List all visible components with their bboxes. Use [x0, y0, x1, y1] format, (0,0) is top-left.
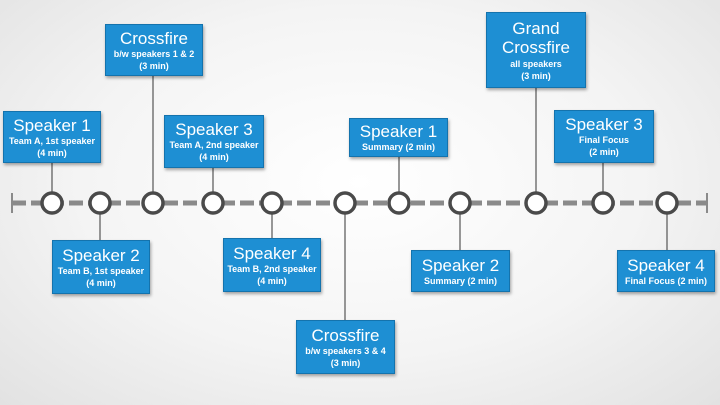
event-detail: b/w speakers 1 & 2: [113, 48, 195, 59]
timeline-node: [333, 191, 357, 215]
event-duration: (3 min): [521, 70, 551, 81]
event-title: Crossfire: [311, 325, 380, 345]
event-title: Crossfire: [119, 28, 188, 48]
event-title: Speaker 3: [565, 115, 643, 134]
event-detail: Team A, 1st speaker: [8, 135, 96, 146]
event-box-speaker-4-final-focus: Speaker 4 Final Focus (2 min): [617, 250, 715, 292]
event-title: Speaker 1: [359, 122, 438, 141]
timeline-node: [141, 191, 165, 215]
event-title: Speaker 3: [175, 120, 253, 139]
event-duration: (2 min): [589, 147, 619, 157]
event-box-speaker-4-constructive: Speaker 4 Team B, 2nd speaker (4 min): [223, 238, 321, 292]
timeline-nodes: [40, 191, 679, 215]
timeline-node: [387, 191, 411, 215]
event-duration: (4 min): [257, 275, 287, 286]
event-title: Speaker 4: [233, 243, 311, 263]
event-duration: (4 min): [37, 147, 67, 158]
event-detail: Team A, 2nd speaker: [169, 140, 259, 150]
event-title: Speaker 2: [421, 255, 500, 275]
event-box-crossfire-2: Crossfire b/w speakers 3 & 4 (3 min): [296, 320, 395, 374]
timeline-node: [655, 191, 679, 215]
event-detail: Team B, 1st speaker: [57, 265, 145, 276]
event-title: Speaker 2: [62, 245, 140, 265]
event-detail: Summary (2 min): [423, 275, 498, 286]
event-detail: b/w speakers 3 & 4: [305, 345, 386, 356]
event-duration: (3 min): [330, 357, 361, 368]
event-title: Speaker 4: [627, 255, 705, 275]
event-detail: all speakers: [510, 58, 562, 69]
timeline-node: [524, 191, 548, 215]
timeline-node: [591, 191, 615, 215]
timeline-node: [260, 191, 284, 215]
timeline-node: [88, 191, 112, 215]
event-detail: Final Focus (2 min): [624, 275, 707, 286]
event-detail: Final Focus: [578, 135, 629, 145]
event-box-speaker-1-constructive: Speaker 1 Team A, 1st speaker (4 min): [3, 111, 101, 163]
timeline-node: [201, 191, 225, 215]
event-title: Speaker 1: [13, 115, 91, 135]
event-duration: (3 min): [139, 60, 169, 71]
event-box-speaker-2-summary: Speaker 2 Summary (2 min): [411, 250, 510, 292]
event-duration: (4 min): [86, 277, 116, 288]
timeline-node: [40, 191, 64, 215]
event-detail: Summary (2 min): [361, 142, 436, 152]
event-box-speaker-1-summary: Speaker 1 Summary (2 min): [349, 118, 448, 157]
event-box-speaker-3-final-focus: Speaker 3 Final Focus (2 min): [554, 110, 654, 163]
event-box-crossfire-1: Crossfire b/w speakers 1 & 2 (3 min): [105, 24, 203, 76]
event-detail: Team B, 2nd speaker: [227, 263, 317, 274]
event-duration: (4 min): [199, 152, 229, 162]
timeline-node: [448, 191, 472, 215]
event-box-speaker-3-constructive: Speaker 3 Team A, 2nd speaker (4 min): [164, 115, 264, 168]
event-title: Grand Crossfire: [501, 18, 570, 57]
event-box-grand-crossfire: Grand Crossfire all speakers (3 min): [486, 12, 586, 88]
event-box-speaker-2-constructive: Speaker 2 Team B, 1st speaker (4 min): [52, 240, 150, 294]
timeline-axis: [11, 193, 708, 213]
